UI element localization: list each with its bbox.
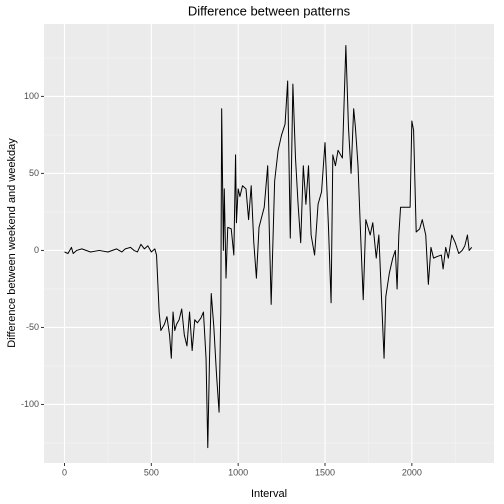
x-tick-label: 500 [144,467,159,477]
y-tick-label: 0 [34,245,39,255]
x-tick-label: 2000 [402,467,422,477]
data-line [64,45,473,449]
x-tick-label: 1000 [228,467,248,477]
x-tick-label: 0 [62,467,67,477]
y-tick-label: 100 [24,91,39,101]
y-tick-label: -50 [26,322,39,332]
y-tick-label: 50 [29,168,39,178]
y-tick-label: -100 [21,399,39,409]
x-axis-label: Interval [251,488,287,500]
x-tick-label: 1500 [315,467,335,477]
y-axis-label: Difference between weekend and weekday [6,138,18,348]
chart-title: Difference between patterns [188,3,351,18]
panel [44,24,494,463]
